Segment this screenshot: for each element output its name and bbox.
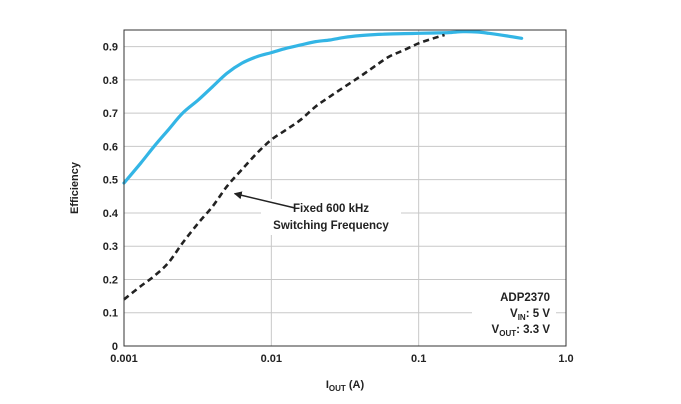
y-tick-label: 0.7 <box>103 108 118 120</box>
condition-vin-value: : 5 V <box>526 308 551 320</box>
annotation-line-1: Fixed 600 kHz <box>293 203 369 215</box>
y-tick-label: 0.3 <box>103 241 118 253</box>
conditions-title: ADP2370 <box>500 292 550 304</box>
y-axis-label: Efficiency <box>69 161 81 214</box>
y-tick-label: 0 <box>112 341 118 353</box>
series-layer <box>122 30 524 301</box>
condition-vout-value: : 3.3 V <box>516 324 550 336</box>
x-axis-label: IOUT (A) <box>326 379 365 393</box>
condition-vin: VIN: 5 V <box>510 308 550 322</box>
y-tick-label: 0.6 <box>103 141 118 153</box>
x-axis-label-unit: (A) <box>346 379 365 391</box>
y-tick-label: 0.1 <box>103 308 118 320</box>
x-tick-label: 1.0 <box>558 353 573 365</box>
condition-vin-subscript: IN <box>518 313 526 322</box>
condition-vout: VOUT: 3.3 V <box>492 324 551 338</box>
conditions-box-background <box>472 288 556 340</box>
x-axis-label-subscript: OUT <box>329 384 346 393</box>
annotation: Fixed 600 kHz Switching Frequency <box>233 191 401 235</box>
y-tick-label: 0.8 <box>103 75 118 87</box>
x-axis-label-main: I <box>326 379 329 391</box>
solid-efficiency-line <box>122 30 524 185</box>
condition-vout-subscript: OUT <box>499 329 516 338</box>
y-tick-label: 0.5 <box>103 175 118 187</box>
condition-vout-main: V <box>492 324 500 336</box>
annotation-line-2: Switching Frequency <box>273 220 389 232</box>
annotation-arrow <box>233 191 296 209</box>
y-tick-label: 0.9 <box>103 42 118 54</box>
x-tick-label: 0.01 <box>261 353 282 365</box>
x-tick-label: 0.1 <box>411 353 426 365</box>
tick-labels: 0 0.1 0.2 0.3 0.4 0.5 0.6 0.7 0.8 0.9 0.001 0.01 0.1… <box>103 42 574 365</box>
grid-lines <box>124 30 566 346</box>
y-tick-label: 0.2 <box>103 274 118 286</box>
plot-frame <box>123 29 567 347</box>
y-tick-label: 0.4 <box>103 208 119 220</box>
x-tick-label: 0.001 <box>110 353 138 365</box>
conditions-box: ADP2370 VIN: 5 V VOUT: 3.3 V <box>472 288 556 340</box>
dashed-efficiency-line <box>123 33 445 301</box>
condition-vin-main: V <box>510 308 518 320</box>
